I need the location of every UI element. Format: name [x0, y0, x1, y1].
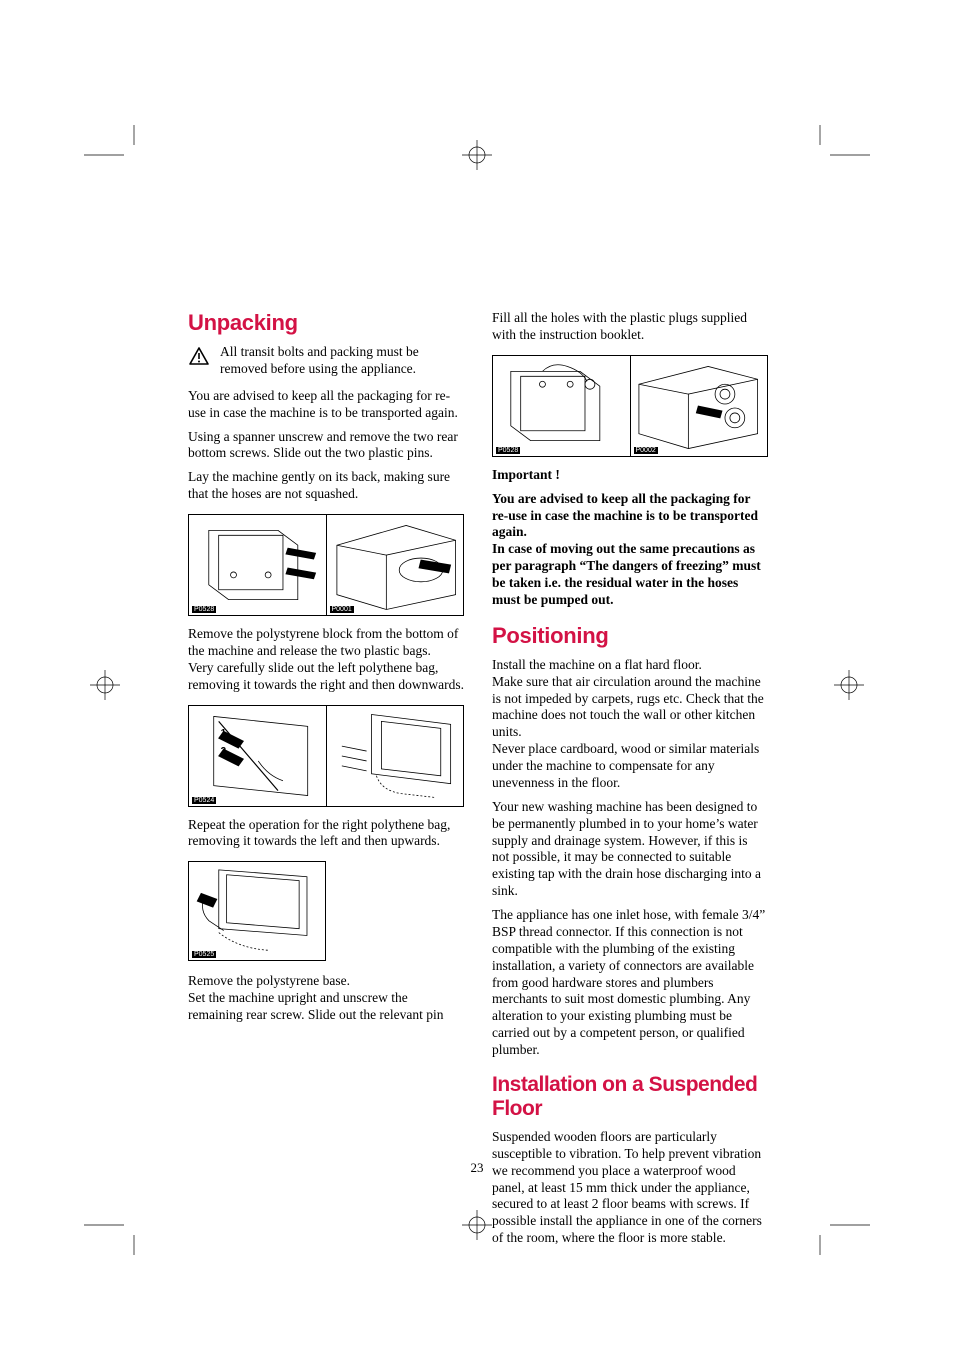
- para: Install the machine on a flat hard floor…: [492, 657, 768, 792]
- figure-label: P0528: [496, 447, 520, 454]
- right-column: Fill all the holes with the plastic plug…: [492, 310, 768, 1254]
- figure-label: P0002: [634, 447, 658, 454]
- left-column: Unpacking All transit bolts and packing …: [188, 310, 464, 1254]
- para: Using a spanner unscrew and remove the t…: [188, 429, 464, 463]
- registration-mark-left: [90, 670, 120, 700]
- heading-unpacking: Unpacking: [188, 310, 464, 336]
- para: Lay the machine gently on its back, maki…: [188, 469, 464, 503]
- para: Repeat the operation for the right polyt…: [188, 817, 464, 851]
- registration-mark-right: [834, 670, 864, 700]
- important-body: You are advised to keep all the packagin…: [492, 491, 768, 609]
- registration-mark-top: [462, 140, 492, 170]
- para: You are advised to keep all the packagin…: [188, 388, 464, 422]
- figure-label: P0528: [192, 606, 216, 613]
- important-label: Important !: [492, 467, 768, 484]
- page-number: 23: [0, 1160, 954, 1176]
- figure-4: P0528 P0002: [492, 355, 768, 457]
- para: Suspended wooden floors are particularly…: [492, 1129, 768, 1247]
- warning-block: All transit bolts and packing must be re…: [188, 344, 464, 378]
- heading-suspended-floor: Installation on a Suspended Floor: [492, 1073, 768, 1121]
- warning-icon: [188, 346, 210, 366]
- figure-label: P0001: [330, 606, 354, 613]
- para: The appliance has one inlet hose, with f…: [492, 907, 768, 1059]
- para: Your new washing machine has been design…: [492, 799, 768, 900]
- figure-3: P0525: [188, 861, 326, 961]
- para: Fill all the holes with the plastic plug…: [492, 310, 768, 344]
- figure-1: P0528 P0001: [188, 514, 464, 616]
- figure-label: P0524: [192, 797, 216, 804]
- warning-text: All transit bolts and packing must be re…: [220, 344, 464, 378]
- para: Remove the polystyrene base. Set the mac…: [188, 973, 464, 1024]
- page-content: Unpacking All transit bolts and packing …: [188, 310, 768, 1254]
- figure-2: 1 2 P0524: [188, 705, 464, 807]
- heading-positioning: Positioning: [492, 623, 768, 649]
- para: Remove the polystyrene block from the bo…: [188, 626, 464, 694]
- figure-label: P0525: [192, 951, 216, 958]
